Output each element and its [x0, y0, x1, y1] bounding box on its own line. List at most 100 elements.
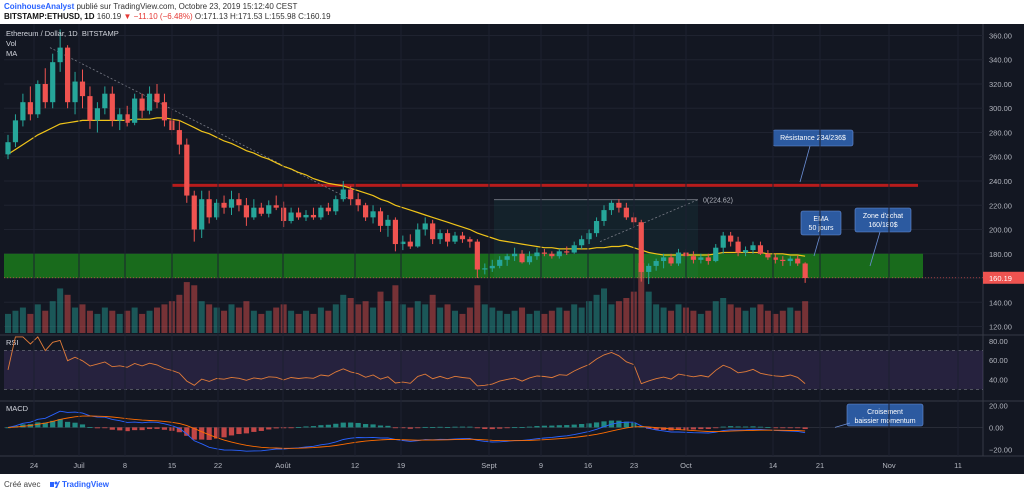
volume-bar — [154, 307, 160, 333]
macd-hist-bar — [102, 427, 108, 429]
author-link[interactable]: CoinhouseAnalyst — [4, 2, 75, 11]
volume-bar — [258, 313, 265, 333]
candle-body — [102, 93, 108, 109]
macd-hist-bar — [459, 426, 466, 428]
ema-50-line — [7, 117, 806, 257]
candle-body — [20, 102, 26, 121]
macd-hist-bar — [273, 427, 279, 429]
resistance-note: Résistance 234/236$ — [772, 129, 854, 147]
candle-body — [109, 93, 115, 121]
macd-hist-bar — [802, 427, 808, 430]
macd-hist-bar — [266, 427, 272, 430]
macd-hist-bar — [288, 427, 294, 429]
candle-body — [333, 199, 339, 212]
macd-hist-bar — [601, 421, 607, 428]
volume-bar — [5, 313, 11, 333]
volume-bar — [57, 288, 64, 333]
macd-hist-bar — [5, 427, 11, 429]
macd-hist-bar — [72, 422, 78, 428]
volume-bar — [705, 310, 712, 333]
candle-body — [27, 102, 33, 115]
volume-bar — [213, 307, 220, 333]
candle-body — [579, 239, 585, 246]
volume-bar — [660, 307, 667, 333]
volume-bar — [64, 294, 71, 333]
volume-bar — [504, 313, 511, 333]
macd-hist-bar — [318, 425, 324, 428]
candle-body — [482, 268, 488, 270]
ema-note-text: EMA — [813, 216, 829, 223]
macd-hist-bar — [191, 427, 197, 440]
candle-body — [392, 219, 398, 245]
candle-body — [117, 114, 123, 121]
volume-bar — [191, 285, 198, 333]
indicator-legend-ma: MA — [6, 49, 17, 58]
volume-bar — [377, 291, 384, 333]
candle-body — [593, 221, 600, 234]
indicator-legend-vol: Vol — [6, 39, 17, 48]
candle-body — [228, 199, 235, 208]
close-value: C:160.19 — [298, 12, 331, 21]
time-tick-label: Nov — [882, 461, 896, 470]
rsi-label: RSI — [6, 338, 19, 347]
candle-body — [221, 202, 227, 208]
volume-bar — [668, 310, 675, 333]
macd-hist-bar — [787, 427, 793, 429]
volume-bar — [399, 304, 406, 333]
volume-bar — [228, 304, 235, 333]
rsi-line — [7, 336, 806, 387]
resistance-line — [172, 183, 918, 187]
volume-bar — [533, 310, 540, 333]
volume-bar — [474, 285, 481, 333]
symbol-label: BITSTAMP:ETHUSD, 1D — [4, 12, 95, 21]
volume-bar — [459, 313, 466, 333]
volume-bar — [235, 307, 242, 333]
macd-hist-bar — [132, 427, 138, 431]
volume-bar — [750, 307, 756, 333]
price-tick-label: 140.00 — [989, 298, 1012, 307]
price-chart[interactable]: 360.00340.00320.00300.00280.00260.00240.… — [0, 24, 1024, 474]
volume-bar — [198, 301, 205, 333]
volume-bar — [42, 310, 49, 333]
macd-hist-bar — [675, 427, 682, 430]
macd-hist-bar — [340, 422, 346, 428]
volume-bar — [496, 310, 503, 333]
candle-body — [549, 253, 555, 257]
macd-hist-bar — [221, 427, 227, 438]
tradingview-brand[interactable]: TradingView — [62, 480, 109, 489]
candle-body — [534, 252, 540, 257]
volume-bar — [109, 310, 116, 333]
volume-bar — [422, 304, 429, 333]
volume-bar — [466, 307, 473, 333]
macd-hist-bar — [184, 427, 190, 436]
macd-hist-bar — [79, 424, 86, 428]
resistance-note-pointer — [799, 145, 811, 183]
candle-body — [303, 214, 309, 218]
macd-hist-bar — [623, 421, 629, 428]
volume-bar — [101, 307, 108, 333]
macd-hist-bar — [228, 427, 235, 436]
volume-bar — [116, 313, 123, 333]
volume-bar — [541, 313, 548, 333]
candle-body — [638, 222, 644, 272]
candle-body — [377, 211, 384, 226]
candle-body — [251, 207, 257, 218]
macd-hist-bar — [444, 427, 451, 428]
candle-body — [400, 241, 406, 245]
macd-hist-bar — [251, 427, 257, 432]
macd-hist-bar — [474, 427, 480, 429]
macd-hist-bar — [65, 421, 71, 428]
volume-bar — [295, 313, 302, 333]
rsi-tick-label: 80.00 — [989, 337, 1008, 346]
macd-hist-bar — [348, 422, 354, 428]
candle-body — [87, 96, 93, 121]
volume-bar — [563, 310, 570, 333]
volume-bar — [727, 304, 734, 333]
macd-note-text: baissier momentum — [854, 418, 915, 425]
candle-body — [608, 202, 615, 211]
volume-bar — [206, 304, 213, 333]
macd-line — [7, 410, 806, 452]
volume-bar — [384, 301, 391, 333]
volume-bar — [280, 304, 287, 333]
volume-bar — [638, 263, 645, 333]
